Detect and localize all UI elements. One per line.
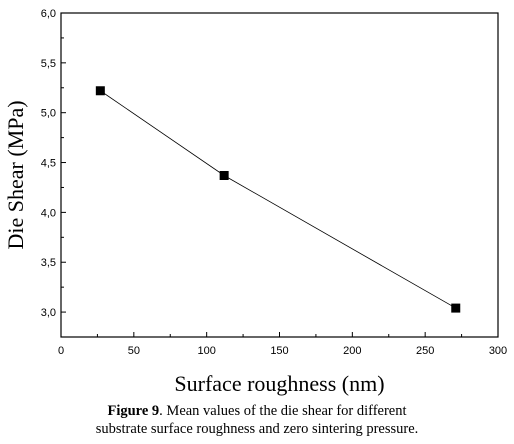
y-axis: 3,0 3,5 4,0 4,5 5,0 5,5 6,0 [41,8,66,319]
x-axis: 0 50 100 150 200 250 300 [58,332,507,357]
data-point-marker [451,303,461,313]
x-tick-label: 200 [343,345,361,357]
x-tick-label: 300 [489,345,507,357]
y-axis-title: Die Shear (MPa) [3,100,28,249]
y-tick-label: 4,5 [41,158,56,170]
y-tick-label: 5,0 [41,108,56,120]
caption-line-2: substrate surface roughness and zero sin… [95,421,419,437]
x-tick-label: 0 [58,345,64,357]
caption-line-1: Figure 9. Mean values of the die shear f… [0,402,514,420]
y-tick-label: 3,0 [41,307,56,319]
caption-text-1: . Mean values of the die shear for diffe… [159,403,407,419]
y-tick-label: 4,0 [41,207,56,219]
x-tick-label: 50 [128,345,140,357]
data-point-marker [95,86,105,96]
y-tick-label: 5,5 [41,58,56,70]
data-point-marker [219,170,229,180]
y-tick-label: 3,5 [41,257,56,269]
caption-figure-label: Figure 9 [107,403,160,419]
series-layer [95,86,461,313]
x-tick-label: 100 [197,345,215,357]
x-tick-label: 150 [270,345,288,357]
y-tick-label: 6,0 [41,8,56,20]
chart: 0 50 100 150 200 250 300 3,0 3,5 4,0 4,5 5,0 5,5 6,0… [3,8,507,396]
figure-caption: Figure 9. Mean values of the die shear f… [0,402,514,438]
x-axis-title: Surface roughness (nm) [174,371,384,396]
series-line [100,90,456,309]
x-tick-label: 250 [416,345,434,357]
plot-frame [60,12,499,338]
